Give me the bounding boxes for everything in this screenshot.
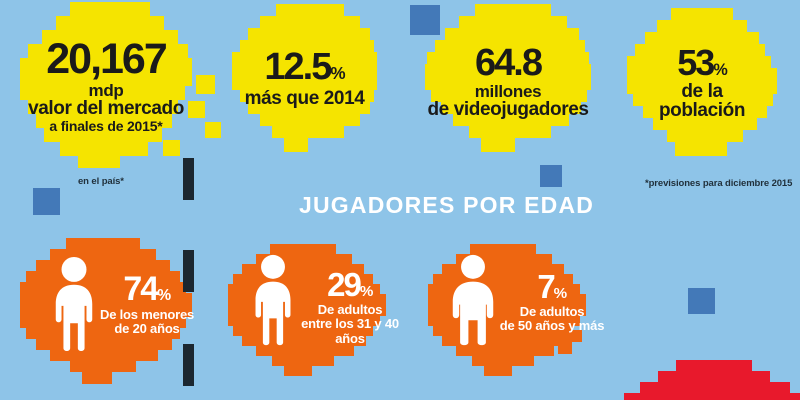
age-value-50-plus: 7% bbox=[537, 268, 568, 305]
stat-line2-players: millones bbox=[474, 81, 542, 101]
decor-pixel-3 bbox=[205, 122, 221, 138]
stat-line3-market: a finales de 2015* bbox=[49, 117, 163, 134]
note-forecast: *previsiones para diciembre 2015 bbox=[645, 178, 793, 189]
decor-blue-square-top bbox=[410, 5, 440, 35]
stat-line2-population: de la bbox=[681, 80, 723, 102]
age-desc-50-plus-l1: De adultos bbox=[519, 303, 585, 319]
person-icon-50-plus bbox=[452, 254, 494, 346]
age-value-under-20: 74% bbox=[123, 270, 171, 308]
percent-sign-growth: % bbox=[330, 64, 345, 83]
age-desc-under-20-l2: de 20 años bbox=[114, 321, 180, 337]
percent-sign-population: % bbox=[713, 61, 727, 79]
age-value-31-40: 29% bbox=[327, 266, 374, 303]
stat-line3-population: población bbox=[658, 100, 746, 122]
stat-text-growth: 12.5% más que 2014 bbox=[232, 46, 377, 109]
decor-blue-square-right bbox=[688, 288, 715, 314]
stat-value-players: 64.8 bbox=[475, 42, 543, 84]
decor-bar-middle bbox=[183, 250, 194, 292]
stat-text-players: 64.8 millones de videojugadores bbox=[425, 42, 591, 121]
age-text-50-plus: 7% De adultos de 50 años y más bbox=[496, 268, 608, 334]
age-text-under-20: 74% De los menores de 20 años bbox=[100, 270, 195, 337]
stat-line2-market: valor del mercado bbox=[28, 98, 184, 120]
decor-blue-square-mid bbox=[540, 165, 562, 187]
percent-sign-50-plus: % bbox=[553, 285, 568, 302]
age-desc-31-40-l2: entre los 31 y 40 bbox=[301, 316, 399, 332]
age-desc-31-40-l3: años bbox=[335, 330, 365, 346]
stat-text-population: 53% de la población bbox=[627, 42, 777, 122]
person-icon-31-40 bbox=[255, 254, 291, 346]
decor-pixel-1 bbox=[196, 75, 215, 94]
section-title: JUGADORES POR EDAD bbox=[299, 192, 595, 218]
stat-value-growth: 12.5% bbox=[264, 46, 345, 88]
age-text-31-40: 29% De adultos entre los 31 y 40 años bbox=[296, 266, 404, 346]
age-desc-31-40-l1: De adultos bbox=[317, 301, 383, 317]
person-icon-under-20 bbox=[55, 256, 93, 352]
stat-line2-growth: más que 2014 bbox=[244, 87, 365, 109]
stat-value-market: 20,167 bbox=[46, 35, 168, 83]
stat-value-population: 53% bbox=[677, 42, 727, 83]
decor-bar-top bbox=[183, 158, 194, 200]
age-desc-under-20-l1: De los menores bbox=[100, 306, 195, 322]
decor-pixel-2 bbox=[188, 101, 205, 118]
decor-bar-bottom bbox=[183, 344, 194, 386]
percent-sign-31-40: % bbox=[359, 283, 374, 300]
age-desc-50-plus-l2: de 50 años y más bbox=[499, 318, 605, 334]
decor-pixel-4 bbox=[163, 140, 180, 156]
percent-sign-under-20: % bbox=[157, 287, 171, 304]
note-country: en el país* bbox=[78, 176, 124, 187]
stat-text-market-value: 20,167 mdp valor del mercado a finales d… bbox=[20, 35, 192, 134]
decor-blue-square-left bbox=[33, 188, 60, 215]
stat-line3-players: de videojugadores bbox=[427, 99, 589, 121]
stat-unit-market: mdp bbox=[88, 80, 124, 100]
